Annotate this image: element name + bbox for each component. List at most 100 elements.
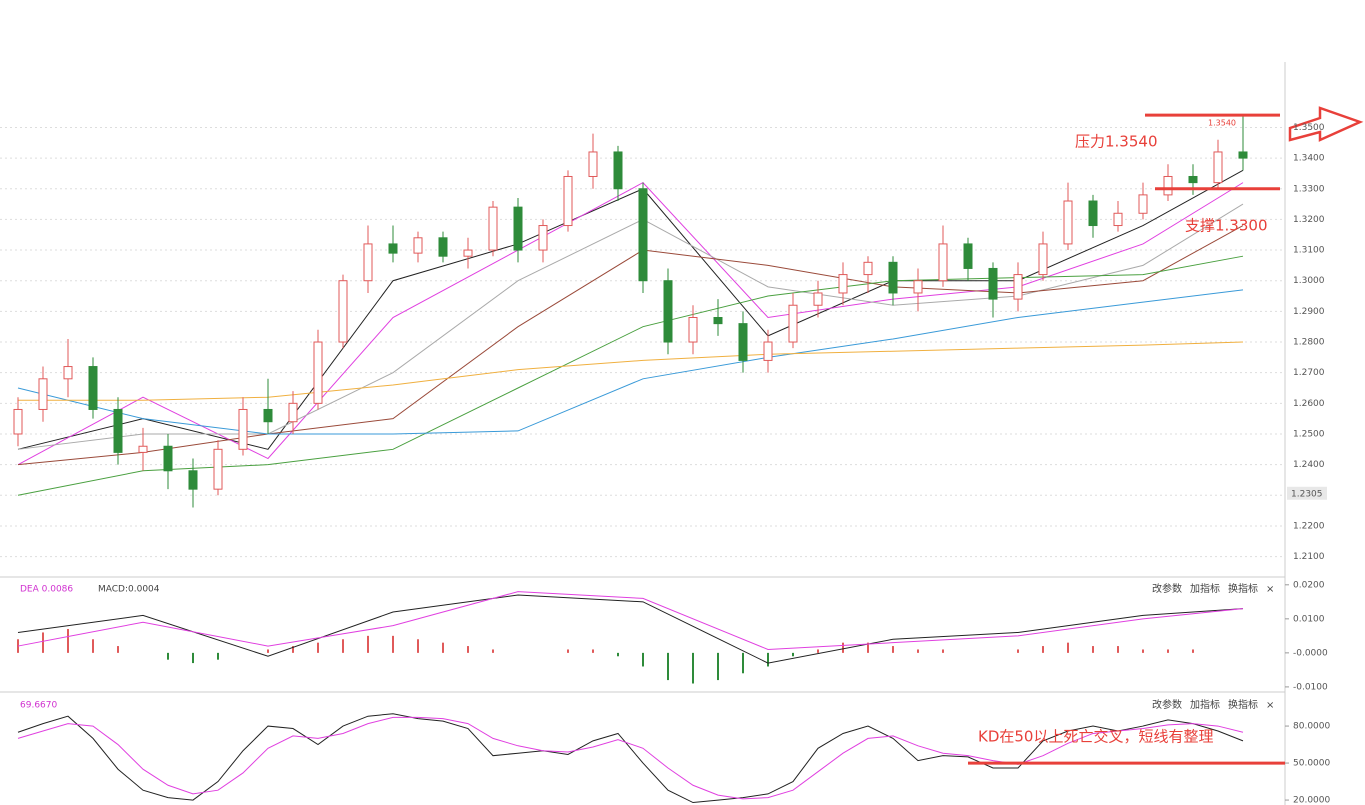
- kd-annotation: KD在50以上死亡交叉，短线有整理: [978, 728, 1213, 746]
- y-tick-label: 1.3200: [1293, 215, 1325, 225]
- ma-line: [17, 181, 1244, 466]
- indicator-value: 69.6670: [20, 701, 57, 711]
- ma-line: [18, 341, 1244, 401]
- candle-body: [38, 378, 48, 410]
- y-tick-label: 1.3500: [1293, 123, 1325, 133]
- candle-body: [988, 267, 998, 300]
- candle-body: [63, 366, 73, 380]
- candle-body: [263, 408, 273, 423]
- candle-body: [563, 175, 573, 227]
- macd-line: [17, 594, 1244, 664]
- indicator-value: DEA 0.0086: [20, 585, 73, 595]
- y-tick-label: 1.2600: [1293, 399, 1325, 409]
- y-tick-label: 1.2100: [1293, 552, 1325, 562]
- candle-body: [788, 304, 798, 343]
- candle-body: [513, 206, 523, 251]
- candle-body: [463, 249, 473, 257]
- candle-body: [663, 280, 673, 343]
- ma-line: [17, 255, 1244, 496]
- ma-line: [17, 225, 1244, 466]
- candle-body: [238, 408, 248, 450]
- candle-body: [213, 448, 223, 490]
- candle-body: [1113, 212, 1123, 227]
- candle-body: [313, 341, 323, 404]
- toolbar-button[interactable]: 换指标: [1228, 582, 1258, 595]
- y-tick-label: 1.2400: [1293, 460, 1325, 470]
- arrow-icon: [1288, 106, 1364, 142]
- candle-body: [1188, 175, 1198, 184]
- y-tick-label: 1.2500: [1293, 429, 1325, 439]
- y-tick-label: 80.0000: [1293, 722, 1330, 732]
- candle-body: [88, 366, 98, 410]
- toolbar-button[interactable]: ×: [1266, 584, 1274, 595]
- toolbar-button[interactable]: 加指标: [1190, 698, 1220, 711]
- y-tick-label: 1.2800: [1293, 338, 1325, 348]
- kd-line: [17, 713, 1244, 804]
- resistance-label: 压力1.3540: [1075, 133, 1158, 151]
- kd-line: [17, 716, 1244, 800]
- candle-body: [188, 470, 198, 490]
- toolbar-button[interactable]: 加指标: [1190, 582, 1220, 595]
- candle-body: [438, 237, 448, 257]
- candle-body: [588, 151, 598, 177]
- candle-body: [938, 243, 948, 282]
- candle-body: [1038, 243, 1048, 276]
- candle-body: [1138, 194, 1148, 214]
- candle-body: [413, 237, 423, 254]
- toolbar-button[interactable]: ×: [1266, 700, 1274, 711]
- candle-body: [638, 188, 648, 282]
- y-tick-label: 1.2200: [1293, 521, 1325, 531]
- y-tick-label: 1.2900: [1293, 307, 1325, 317]
- candle-body: [113, 408, 123, 453]
- candle-body: [1238, 151, 1248, 159]
- candle-body: [963, 243, 973, 269]
- candle-body: [163, 445, 173, 472]
- y-tick-label: 0.0200: [1293, 580, 1325, 590]
- price-cursor: [1287, 486, 1327, 500]
- candle-body: [813, 292, 823, 306]
- candle-body: [1013, 274, 1023, 300]
- y-tick-label: 1.3100: [1293, 246, 1325, 256]
- high-marker: 1.3540: [1208, 119, 1236, 128]
- candle-body: [488, 206, 498, 251]
- candle-body: [1063, 200, 1073, 245]
- candle-body: [138, 445, 148, 453]
- candle-body: [838, 274, 848, 294]
- candle-body: [688, 317, 698, 343]
- toolbar-button[interactable]: 改参数: [1152, 698, 1182, 711]
- toolbar-button[interactable]: 换指标: [1228, 698, 1258, 711]
- y-tick-label: -0.0100: [1293, 682, 1328, 692]
- toolbar-button[interactable]: 改参数: [1152, 582, 1182, 595]
- ma-line: [17, 169, 1244, 450]
- candle-body: [888, 261, 898, 294]
- candle-body: [363, 243, 373, 282]
- candle-body: [538, 225, 548, 251]
- ma-line: [17, 289, 1244, 435]
- y-tick-label: 20.0000: [1293, 796, 1330, 805]
- candle-body: [288, 402, 298, 423]
- macd-line: [17, 591, 1244, 650]
- candle-body: [863, 261, 873, 276]
- y-tick-label: 1.3300: [1293, 184, 1325, 194]
- candle-body: [1213, 151, 1223, 184]
- y-tick-label: 1.2700: [1293, 368, 1325, 378]
- candle-body: [13, 408, 23, 435]
- y-tick-label: 50.0000: [1293, 759, 1330, 769]
- candle-body: [388, 243, 398, 254]
- price-cursor-label: 1.2305: [1291, 489, 1323, 499]
- candle-body: [763, 341, 773, 361]
- ma-line: [17, 203, 1244, 450]
- candle-body: [738, 323, 748, 361]
- candle-body: [338, 280, 348, 343]
- indicator-value: MACD:0.0004: [98, 585, 160, 595]
- y-tick-label: 0.0100: [1293, 614, 1325, 624]
- candle-body: [913, 280, 923, 294]
- support-label: 支撑1.3300: [1185, 216, 1268, 234]
- candle-body: [1088, 200, 1098, 227]
- y-tick-label: 1.3000: [1293, 276, 1325, 286]
- y-tick-label: 1.3400: [1293, 154, 1325, 164]
- candle-body: [713, 317, 723, 325]
- candle-body: [1163, 175, 1173, 196]
- candle-body: [613, 151, 623, 190]
